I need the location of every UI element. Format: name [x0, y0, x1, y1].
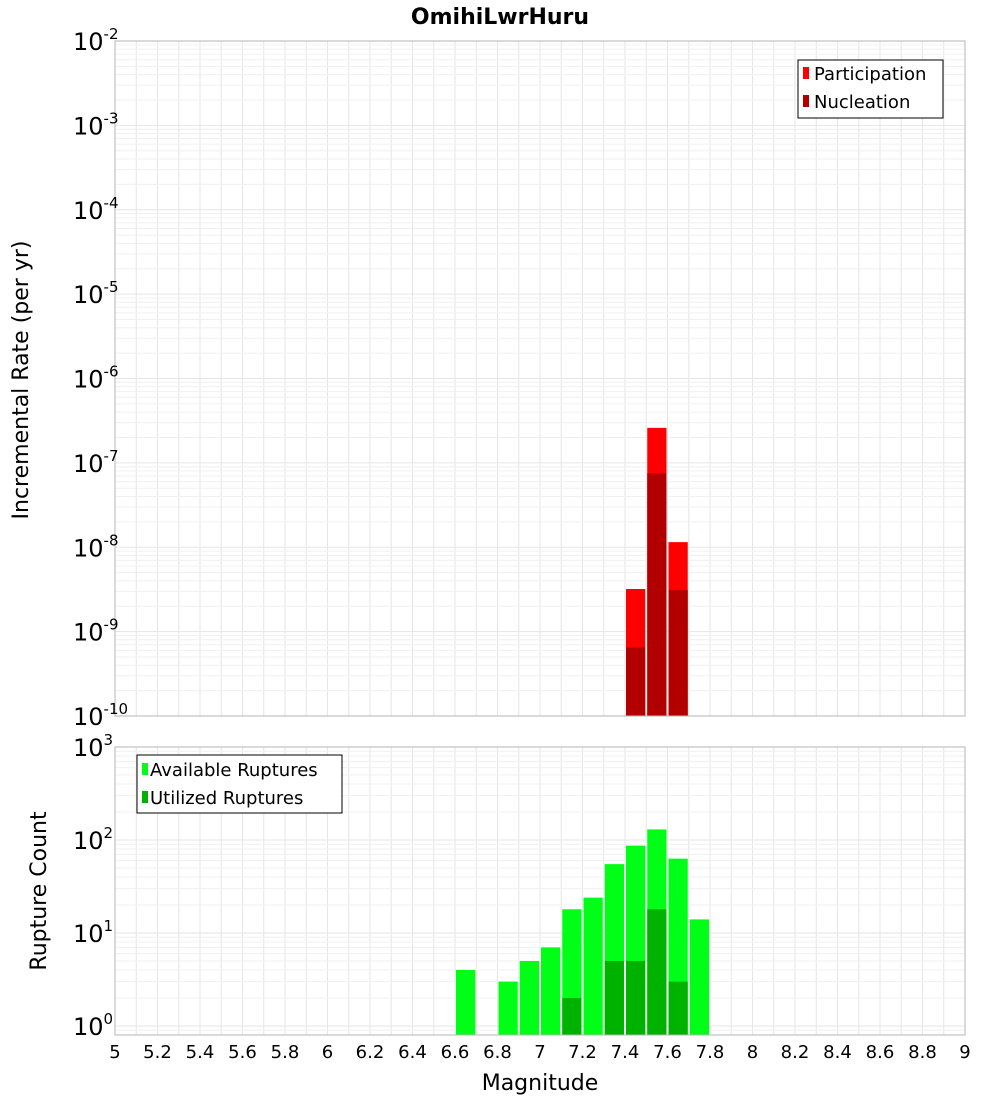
x-tick-label: 5	[109, 1042, 120, 1063]
utilized-ruptures-bar	[562, 997, 582, 1035]
x-tick-label: 8.8	[908, 1042, 937, 1063]
available-ruptures-bar	[498, 981, 518, 1035]
y-tick-label: 10-5	[73, 278, 119, 309]
bottom-legend: Available Ruptures Utilized Ruptures	[136, 754, 343, 814]
x-tick-label: 8.6	[866, 1042, 895, 1063]
legend-label-nucleation: Nucleation	[814, 92, 910, 113]
x-tick-label: 7.8	[696, 1042, 725, 1063]
legend-swatch-utilized-ruptures	[142, 791, 148, 803]
chart-title: OmihiLwrHuru	[411, 5, 589, 30]
x-tick-label: 5.2	[143, 1042, 172, 1063]
legend-label-utilized-ruptures: Utilized Ruptures	[150, 788, 303, 809]
y-tick-label: 101	[73, 917, 113, 948]
y-tick-label: 10-3	[73, 109, 119, 140]
top-legend: Participation Nucleation	[797, 59, 944, 119]
available-ruptures-bar	[456, 969, 476, 1035]
top-y-axis-label: Incremental Rate (per yr)	[9, 241, 34, 520]
x-tick-label: 6.6	[441, 1042, 470, 1063]
available-ruptures-bar	[541, 947, 561, 1035]
utilized-ruptures-bar	[647, 909, 667, 1035]
legend-swatch-participation	[803, 67, 809, 79]
top-plot-bars	[626, 427, 688, 716]
legend-swatch-nucleation	[803, 95, 809, 107]
x-axis-ticks: 5 5.2 5.4 5.6 5.8 6 6.2 6.4 6.6 6.8 7 7.2 7.4 7.6 7.8 8…	[109, 1042, 970, 1063]
y-tick-label: 102	[73, 824, 113, 855]
available-ruptures-bar	[519, 960, 539, 1035]
utilized-ruptures-bar	[626, 960, 646, 1035]
x-tick-label: 7.6	[653, 1042, 682, 1063]
y-tick-label: 10-2	[73, 25, 119, 56]
x-tick-label: 8	[747, 1042, 758, 1063]
x-tick-label: 6.8	[483, 1042, 512, 1063]
nucleation-bar	[626, 647, 646, 716]
nucleation-bar	[668, 590, 688, 716]
y-tick-label: 10-8	[73, 531, 119, 562]
bottom-y-axis-ticks: 100 101 102 103	[73, 731, 113, 1041]
x-tick-label: 5.6	[228, 1042, 257, 1063]
y-tick-label: 10-6	[73, 363, 119, 394]
y-tick-label: 10-9	[73, 616, 119, 647]
available-ruptures-bar	[689, 919, 709, 1035]
legend-label-participation: Participation	[814, 64, 926, 85]
x-tick-label: 9	[959, 1042, 970, 1063]
available-ruptures-bar	[583, 897, 603, 1035]
x-tick-label: 6.4	[398, 1042, 427, 1063]
top-y-axis-ticks: 10-10 10-9 10-8 10-7 10-6 10-5 10-4 10-3 10-2	[73, 25, 128, 731]
x-tick-label: 6	[322, 1042, 333, 1063]
bottom-plot-bars	[456, 829, 709, 1035]
y-tick-label: 10-4	[73, 194, 119, 225]
x-tick-label: 5.4	[186, 1042, 215, 1063]
bottom-y-axis-label: Rupture Count	[27, 811, 52, 971]
y-tick-label: 100	[73, 1010, 113, 1041]
legend-swatch-available-ruptures	[142, 763, 148, 775]
y-tick-label: 103	[73, 731, 113, 762]
x-tick-label: 5.8	[271, 1042, 300, 1063]
x-tick-label: 7.2	[568, 1042, 597, 1063]
bottom-plot-frame	[114, 746, 966, 1036]
y-tick-label: 10-7	[73, 447, 119, 478]
nucleation-bar	[647, 473, 667, 716]
x-tick-label: 8.2	[781, 1042, 810, 1063]
x-tick-label: 6.2	[356, 1042, 385, 1063]
utilized-ruptures-bar	[604, 960, 624, 1035]
y-tick-label: 10-10	[73, 700, 128, 731]
x-tick-label: 7	[534, 1042, 545, 1063]
x-tick-label: 8.4	[823, 1042, 852, 1063]
utilized-ruptures-bar	[668, 981, 688, 1035]
x-axis-label: Magnitude	[482, 1071, 599, 1096]
x-tick-label: 7.4	[611, 1042, 640, 1063]
legend-label-available-ruptures: Available Ruptures	[150, 760, 318, 781]
top-plot-frame	[114, 40, 966, 717]
top-plot-grid	[114, 41, 966, 717]
